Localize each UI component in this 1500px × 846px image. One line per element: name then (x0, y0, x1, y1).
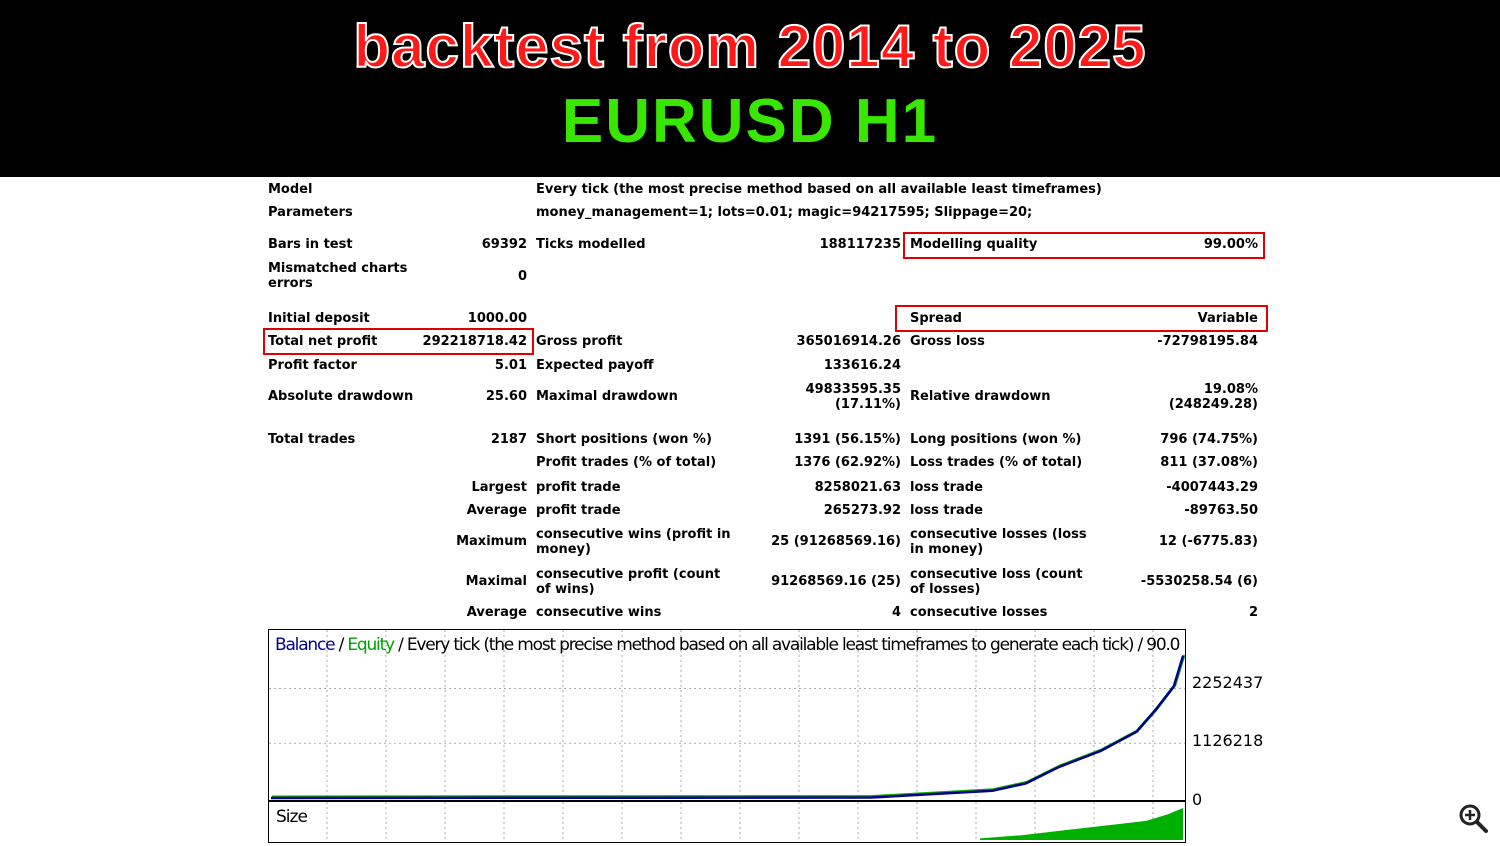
label: consecutive wins (536, 605, 662, 620)
value: 25 (91268569.16) (771, 534, 901, 549)
banner-title: backtest from 2014 to 2025 (352, 12, 1147, 81)
label: consecutive loss (count of losses) (910, 567, 1083, 597)
value: 12 (-6775.83) (1158, 534, 1258, 549)
label: Spread (910, 311, 962, 326)
label: profit trade (536, 480, 621, 495)
value: 0 (517, 269, 527, 284)
label: Expected payoff (536, 358, 654, 373)
value: Every tick (the most precise method base… (536, 182, 1102, 197)
label: Total net profit (268, 334, 378, 349)
label: Maximum (456, 534, 527, 549)
value: 2 (1248, 605, 1258, 620)
size-area (979, 808, 1183, 840)
label: consecutive losses (910, 605, 1048, 620)
value: 91268569.16 (25) (771, 574, 901, 589)
banner: backtest from 2014 to 2025 EURUSD H1 (0, 0, 1500, 177)
label: Maximal (465, 574, 527, 589)
banner-subtitle: EURUSD H1 (561, 87, 939, 156)
label: Gross loss (910, 334, 985, 349)
label: profit trade (536, 503, 621, 518)
label: Bars in test (268, 237, 353, 252)
label: consecutive wins (profit in money) (536, 527, 731, 557)
value: 811 (37.08%) (1160, 455, 1258, 470)
zoom-in-icon[interactable] (1458, 803, 1488, 833)
highlight-box (903, 232, 1265, 259)
value: 1391 (56.15%) (794, 432, 901, 447)
label: Model (268, 182, 313, 197)
label: Profit trades (% of total) (536, 455, 717, 470)
value: 1000.00 (467, 311, 527, 326)
value: 292218718.42 (422, 334, 527, 349)
value: (17.11%) (834, 397, 901, 412)
y-tick-label: 2252437 (1192, 673, 1264, 692)
value: 99.00% (1203, 237, 1258, 252)
balance-line (270, 655, 1185, 800)
label: loss trade (910, 503, 983, 518)
legend-equity: Equity (347, 635, 395, 655)
value: Variable (1197, 311, 1258, 326)
value: 365016914.26 (796, 334, 901, 349)
equity-line (271, 654, 1186, 799)
value: -72798195.84 (1157, 334, 1258, 349)
legend-balance: Balance (275, 635, 336, 655)
value: 5.01 (494, 358, 527, 373)
label: Total trades (268, 432, 356, 447)
value: 4 (891, 605, 901, 620)
label: Relative drawdown (910, 389, 1051, 404)
label: Short positions (won %) (536, 432, 712, 447)
label: Largest (471, 480, 527, 495)
label: Average (466, 605, 527, 620)
label: Mismatched charts errors (268, 261, 408, 291)
value: 133616.24 (823, 358, 901, 373)
value: 25.60 (485, 389, 527, 404)
balance-plot (269, 630, 1186, 800)
label: Average (466, 503, 527, 518)
value: 69392 (481, 237, 527, 252)
label: Parameters (268, 205, 353, 220)
value: -5530258.54 (6) (1140, 574, 1258, 589)
size-chart: Size (268, 801, 1186, 843)
value: 796 (74.75%) (1160, 432, 1258, 447)
value: 2187 (490, 432, 527, 447)
value: 8258021.63 (814, 480, 901, 495)
label: Gross profit (536, 334, 623, 349)
value: 1376 (62.92%) (794, 455, 901, 470)
value: 19.08% (1203, 382, 1258, 397)
value: 49833595.35 (805, 382, 901, 397)
value: money_management=1; lots=0.01; magic=942… (536, 205, 1033, 220)
highlight-box (263, 328, 534, 355)
legend-sep: / (334, 635, 348, 655)
y-tick-label: 0 (1192, 790, 1203, 809)
label: Absolute drawdown (268, 389, 414, 404)
label: Long positions (won %) (910, 432, 1082, 447)
size-label: Size (276, 807, 308, 827)
label: Maximal drawdown (536, 389, 678, 404)
balance-chart (268, 629, 1186, 801)
value: 188117235 (819, 237, 901, 252)
label: consecutive profit (count of wins) (536, 567, 721, 597)
label: Loss trades (% of total) (910, 455, 1083, 470)
label: loss trade (910, 480, 983, 495)
size-plot (326, 802, 1183, 842)
label: Profit factor (268, 358, 357, 373)
highlight-box (895, 305, 1268, 332)
chart-subtitle: / Every tick (the most precise method ba… (393, 635, 1180, 655)
label: Modelling quality (910, 237, 1038, 252)
label: consecutive losses (loss in money) (910, 527, 1087, 557)
label: Ticks modelled (536, 237, 646, 252)
value: 265273.92 (823, 503, 901, 518)
y-tick-label: 1126218 (1192, 731, 1264, 750)
value: (248249.28) (1168, 397, 1258, 412)
value: -89763.50 (1184, 503, 1258, 518)
chart-title: Balance / Equity / Every tick (the most … (275, 635, 1183, 655)
label: Initial deposit (268, 311, 370, 326)
value: -4007443.29 (1166, 480, 1258, 495)
